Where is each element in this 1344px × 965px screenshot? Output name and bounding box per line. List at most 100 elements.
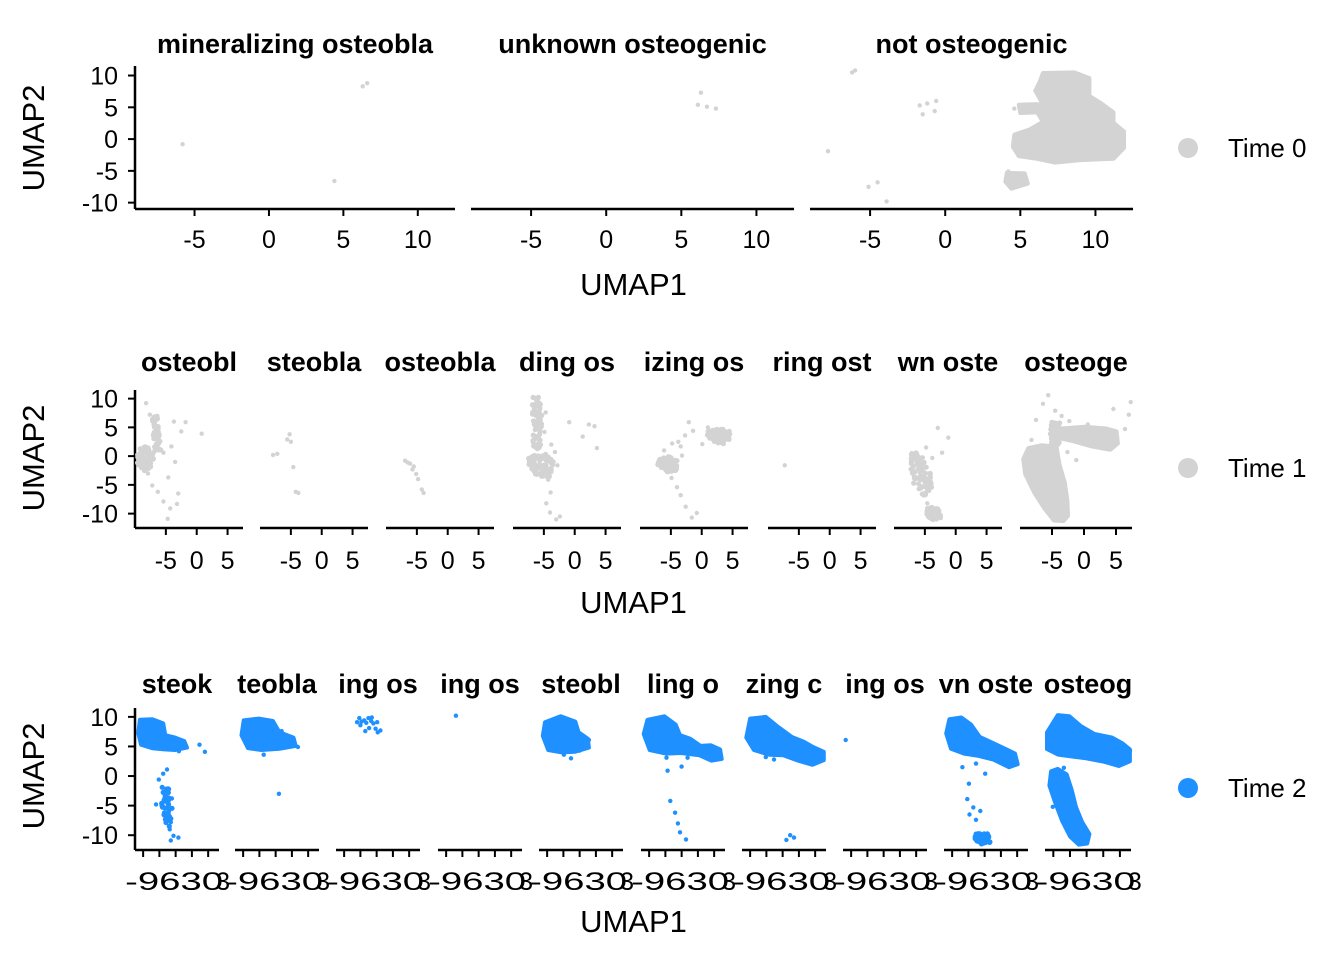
x-tick-label: -5 [859,226,881,254]
data-point [150,456,156,462]
data-point [685,755,690,760]
data-point [976,834,982,841]
x-tick-label: 0 [695,547,709,575]
data-point [939,450,945,455]
x-tick-label: 5 [854,547,868,575]
data-point [364,720,369,725]
data-point [866,184,871,189]
data-point [1029,437,1034,443]
x-tick-label: -9630 [1035,868,1135,896]
data-point [143,447,149,453]
panel-points [782,463,787,468]
x-tick-label: 5 [980,547,994,575]
data-point [682,433,688,438]
data-point [678,444,683,449]
data-point [538,470,544,476]
data-point [931,509,937,515]
data-point [150,418,155,424]
data-point [530,432,536,438]
panel-title: steok [142,669,214,699]
data-point [147,412,152,417]
x-tick-label: 5 [472,547,486,575]
data-point [925,101,930,106]
y-tick-label: 0 [104,763,118,791]
data-point [275,451,280,456]
panel-points [180,81,370,184]
data-point [163,811,168,816]
data-point [156,446,162,451]
data-point [884,199,889,204]
panel-points [908,425,951,523]
data-point [1059,413,1064,419]
x-tick-label: 3 [417,868,431,896]
data-point [144,463,150,469]
data-point [166,475,171,480]
x-tick-label: 5 [726,547,740,575]
data-point [946,435,951,440]
data-point [920,112,925,117]
data-point [1056,431,1062,436]
data-point [698,90,704,95]
x-tick-label: -5 [788,547,810,575]
panel-title: unknown osteogenic [498,29,767,59]
x-tick-label: -9630 [934,868,1032,896]
y-tick-label: 0 [104,443,118,471]
data-point [136,454,142,460]
point-cluster [908,450,935,498]
data-point [415,476,421,482]
data-point [546,477,551,482]
facet-panel-1-2: osteobla -5 0 5 [384,347,496,575]
point-cluster [1058,424,1120,452]
x-tick-label: -5 [1041,547,1063,575]
data-point [140,451,146,457]
data-point [549,442,554,447]
data-point [537,457,543,463]
data-point [366,715,371,721]
data-point [930,455,935,461]
y-tick-label: 10 [90,704,118,732]
data-point [279,728,284,734]
panel-points [695,90,719,111]
data-point [852,68,858,73]
data-point [677,830,683,835]
data-point [202,749,208,754]
x-tick-label: 3 [924,868,938,896]
panel-points [239,716,301,796]
panel-points [655,420,733,520]
data-point [668,455,674,461]
data-point [537,461,542,466]
data-point [592,424,597,429]
data-point [176,749,182,754]
data-point [1061,765,1067,770]
x-tick-label: -9630 [428,868,526,896]
panel-points [526,394,600,522]
panel-points [136,717,208,843]
data-point [664,755,669,760]
data-point [586,422,592,427]
x-axis-label: UMAP1 [580,904,687,939]
facet-panel-1-6: wn oste -5 0 5 [894,347,1002,575]
point-cluster [704,426,733,447]
data-point [1065,449,1070,455]
data-point [926,476,932,483]
panel-points [540,714,592,761]
data-point [669,475,674,481]
data-point [537,442,544,448]
data-point [365,81,370,86]
data-point [843,737,848,743]
data-point [530,459,535,464]
data-point [535,409,541,415]
data-point [965,796,970,802]
data-point [676,439,681,444]
data-point [171,419,177,424]
x-tick-label: -5 [914,547,936,575]
panel-title: wn oste [897,347,999,377]
data-point [705,425,711,430]
data-point [921,492,927,498]
panel-points [843,737,848,743]
facet-panel-0-2: not osteogenic -5 0 5 10 [810,29,1133,254]
data-point [357,715,362,721]
panel-points [744,714,826,843]
